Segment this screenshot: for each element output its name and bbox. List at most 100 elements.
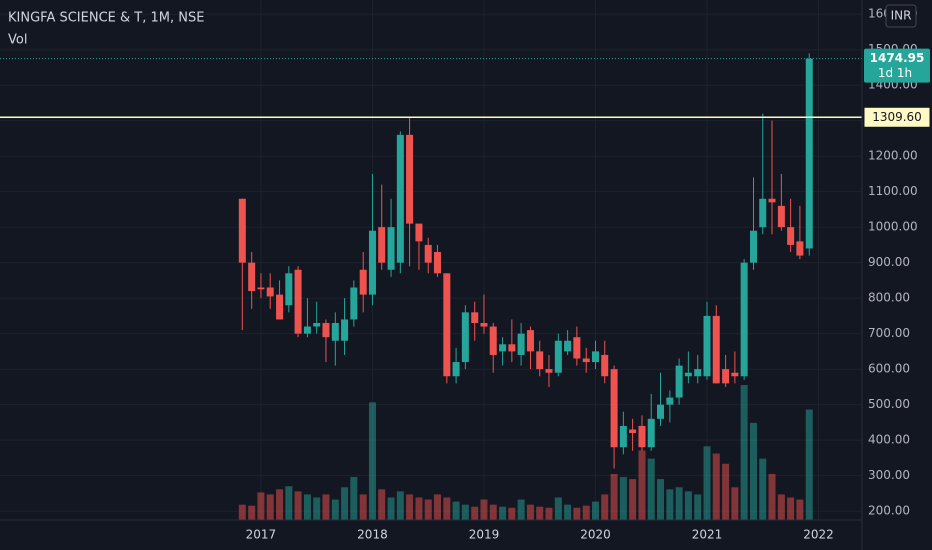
volume-bar [313, 497, 321, 520]
volume-bar [582, 505, 590, 520]
x-tick-label: 2022 [803, 528, 834, 542]
volume-bar [322, 494, 330, 520]
candle-body [647, 418, 655, 448]
volume-bar [461, 504, 469, 520]
volume-bar [433, 494, 441, 520]
chart-title: KINGFA SCIENCE & T, 1M, NSE [8, 11, 204, 26]
candle-body [276, 294, 284, 320]
axes: 200.00 300.00 400.00 500.00 600.00 700.00 800.… [246, 4, 931, 542]
volume-bar [619, 477, 627, 520]
volume-bar [545, 507, 553, 520]
candle-body [601, 354, 609, 377]
volume-bar [601, 494, 609, 520]
volume-bar [499, 506, 507, 520]
hline-label-box [863, 106, 931, 128]
candle-body [749, 230, 757, 263]
volume-bar [368, 402, 376, 520]
candle-body [452, 362, 460, 377]
volume-bar [796, 499, 804, 520]
volume-bar [749, 422, 757, 520]
volume-bar [536, 506, 544, 520]
y-tick-label: 800.00 [868, 291, 910, 305]
volume-bar [573, 507, 581, 520]
volume-bar [759, 458, 767, 520]
last-price-label: 1474.95 [870, 51, 925, 65]
candle-body [238, 198, 246, 263]
volume-bar [341, 487, 349, 520]
candle-body [573, 337, 581, 359]
volume-bar [805, 409, 813, 520]
candle-body [415, 223, 423, 242]
volume-bar [768, 473, 776, 520]
candle-body [387, 227, 395, 270]
volume-bar [350, 477, 358, 520]
volume-bar [740, 385, 748, 520]
candle-body [656, 404, 664, 419]
volume-bar [722, 463, 730, 520]
y-tick-label: 700.00 [868, 326, 910, 340]
candle-body [294, 269, 302, 334]
y-tick-label: 1100.00 [868, 184, 918, 198]
candles [238, 53, 813, 469]
y-tick-label: 200.00 [868, 504, 910, 518]
price-axis [862, 0, 932, 550]
y-tick-label: 1000.00 [868, 220, 918, 234]
candle-body [257, 287, 265, 290]
candle-body [619, 425, 627, 448]
currency: INR [891, 9, 912, 23]
volume-bar [684, 491, 692, 520]
volume-bar [303, 494, 311, 520]
y-tick-label: 500.00 [868, 397, 910, 411]
y-tick-label: 400.00 [868, 433, 910, 447]
x-tick-label: 2020 [580, 528, 611, 542]
candle-body [684, 372, 692, 377]
volume-bar [424, 499, 432, 520]
y-tick-label: 1200.00 [868, 149, 918, 163]
volume-bar [266, 494, 274, 520]
candle-body [629, 429, 637, 434]
candle-body [396, 134, 404, 263]
volume-bar [591, 501, 599, 520]
candle-body [554, 340, 562, 373]
volume-bar [471, 506, 479, 520]
candle-body [266, 287, 274, 297]
volume-bar [387, 497, 395, 520]
candle-body [378, 227, 386, 263]
candle-body [768, 198, 776, 203]
volume-bar [517, 499, 525, 520]
volume-bar [331, 499, 339, 520]
candle-body [526, 330, 534, 352]
volume-bar [452, 501, 460, 520]
candle-body [461, 312, 469, 363]
candle-body [536, 351, 544, 370]
candle-body [545, 369, 553, 373]
volume-bar [406, 494, 414, 520]
volume-bar [248, 505, 256, 520]
volume-bar [629, 479, 637, 520]
candle-body [759, 198, 767, 228]
volume-bar [276, 489, 284, 520]
candle-body [443, 273, 451, 377]
volume-bar [257, 492, 265, 520]
candle-body [331, 323, 339, 341]
candle-body [787, 227, 795, 245]
volume-bar [703, 446, 711, 520]
y-tick-label: 900.00 [868, 255, 910, 269]
volume-bar [675, 487, 683, 520]
candle-body [341, 319, 349, 341]
candle-body [666, 397, 674, 405]
volume-label: Vol [8, 33, 27, 48]
candle-body [285, 273, 293, 306]
candle-body [368, 230, 376, 295]
volume-bar [480, 499, 488, 520]
grid [0, 0, 862, 520]
x-tick-label: 2021 [692, 528, 723, 542]
candle-body [740, 262, 748, 377]
y-tick-label: 600.00 [868, 362, 910, 376]
candle-body [703, 315, 711, 377]
candle-body [591, 351, 599, 363]
candle-body [564, 340, 572, 352]
volume-bar [731, 487, 739, 520]
